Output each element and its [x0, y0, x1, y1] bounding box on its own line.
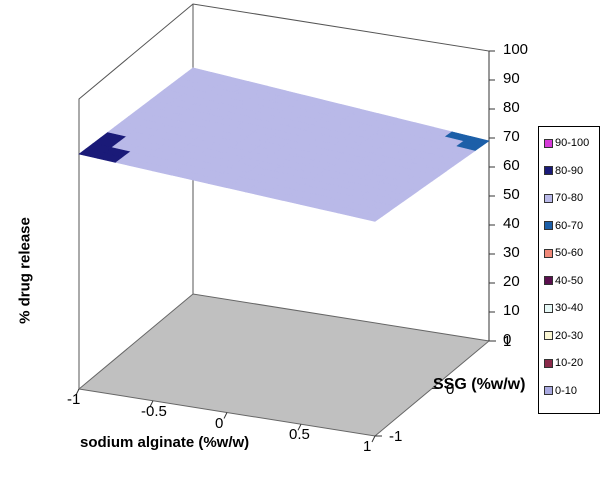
x-tick-label: 1 — [363, 438, 372, 455]
z-tick-label: 0 — [503, 331, 512, 348]
legend-swatch — [544, 358, 553, 368]
legend-swatch — [544, 166, 553, 175]
legend-item: 90-100 — [544, 136, 589, 150]
surface-cell — [355, 211, 383, 222]
legend-item: 70-80 — [544, 191, 583, 205]
legend-item: 30-40 — [544, 301, 583, 315]
legend-label: 80-90 — [555, 164, 584, 177]
y-tick-label: 0 — [446, 380, 455, 398]
x-tick-label: 0 — [215, 414, 224, 432]
legend-item: 60-70 — [544, 219, 583, 233]
x-tick-label: -0.5 — [141, 402, 167, 420]
x-axis-title: sodium alginate (%w/w) — [80, 434, 250, 451]
z-tick-label: 50 — [503, 186, 520, 203]
z-tick-label: 40 — [503, 215, 520, 232]
legend-item: 0-10 — [544, 384, 577, 398]
y-tick-label: 1 — [503, 333, 512, 350]
y-tick-label: -1 — [389, 428, 403, 445]
legend-swatch — [544, 221, 553, 230]
z-tick-label: 60 — [503, 157, 520, 174]
x-tick-label: -1 — [67, 391, 81, 408]
legend-swatch — [544, 303, 553, 313]
x-tick-mark — [297, 424, 302, 431]
legend-item: 20-30 — [544, 329, 583, 343]
response-surface — [78, 67, 490, 222]
z-tick-label: 80 — [503, 99, 520, 116]
legend-label: 20-30 — [555, 329, 584, 342]
legend-label: 0-10 — [555, 384, 578, 397]
legend-label: 50-60 — [555, 247, 584, 259]
legend-item: 40-50 — [544, 274, 583, 288]
legend-label: 10-20 — [555, 357, 584, 369]
x-tick-mark — [371, 435, 376, 443]
z-tick-label: 90 — [503, 70, 520, 87]
legend: 90-100 80-90 70-80 60-70 50-60 40-50 30-40 20-3… — [538, 126, 600, 414]
legend-label: 90-100 — [555, 137, 590, 149]
legend-swatch — [544, 193, 553, 203]
legend-swatch — [544, 138, 553, 148]
legend-swatch — [544, 248, 553, 258]
legend-label: 30-40 — [555, 302, 584, 314]
z-axis-title: % drug release — [16, 217, 34, 324]
z-tick-label: 30 — [503, 244, 520, 261]
legend-label: 40-50 — [555, 274, 584, 287]
legend-swatch — [544, 276, 553, 285]
legend-item: 10-20 — [544, 356, 583, 370]
z-tick-label: 100 — [503, 41, 529, 58]
legend-item: 80-90 — [544, 164, 583, 178]
z-tick-label: 70 — [503, 128, 520, 145]
x-tick-mark — [75, 388, 80, 396]
z-tick-label: 10 — [503, 302, 520, 319]
chart-frame — [75, 3, 496, 443]
legend-item: 50-60 — [544, 246, 583, 260]
x-tick-mark — [223, 412, 228, 419]
z-tick-label: 20 — [503, 273, 520, 290]
legend-label: 70-80 — [555, 192, 584, 204]
x-tick-mark — [149, 400, 154, 407]
x-tick-label: 0.5 — [289, 426, 310, 444]
legend-label: 60-70 — [555, 219, 584, 232]
legend-swatch — [544, 331, 553, 340]
y-axis-title: SSG (%w/w) — [433, 376, 526, 393]
legend-swatch — [544, 386, 553, 395]
